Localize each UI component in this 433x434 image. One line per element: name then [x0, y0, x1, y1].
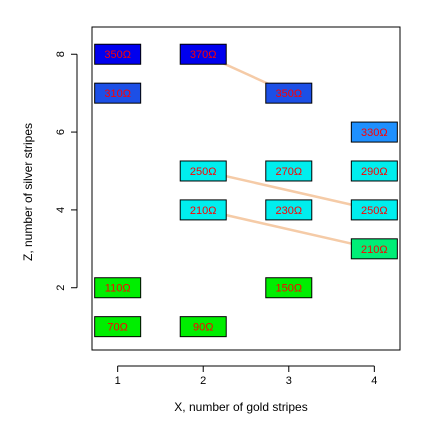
- data-cell: 290Ω: [350, 160, 398, 182]
- data-cell: 350Ω: [94, 43, 142, 65]
- data-cell: 370Ω: [179, 43, 227, 65]
- cell-box: [350, 238, 398, 260]
- data-cell: 250Ω: [350, 199, 398, 221]
- cell-label: 250Ω: [361, 205, 388, 217]
- cell-label: 350Ω: [275, 88, 302, 100]
- cell-box: [94, 43, 142, 65]
- cell-label: 310Ω: [104, 88, 131, 100]
- data-cell: 90Ω: [179, 316, 227, 338]
- cell-label: 210Ω: [361, 244, 388, 256]
- cell-label: 90Ω: [193, 322, 213, 334]
- cell-label: 70Ω: [107, 322, 127, 334]
- cell-label: 370Ω: [190, 49, 217, 61]
- x-tick-label: 4: [371, 375, 377, 387]
- cell-label: 230Ω: [275, 205, 302, 217]
- connector-line: [202, 208, 375, 251]
- cell-box: [350, 121, 398, 143]
- cell-box: [94, 316, 142, 338]
- data-cell: 250Ω: [179, 160, 227, 182]
- cell-box: [179, 199, 227, 221]
- cell-box: [179, 160, 227, 182]
- x-tick-label: 3: [286, 375, 292, 387]
- plot-frame: [91, 26, 401, 351]
- data-cell: 230Ω: [265, 199, 313, 221]
- cell-label: 330Ω: [361, 127, 388, 139]
- x-tick-label: 1: [115, 375, 121, 387]
- y-axis: 2 4 6 8: [55, 51, 78, 291]
- cell-label: 210Ω: [190, 205, 217, 217]
- cell-box: [94, 277, 142, 299]
- cell-box: [350, 160, 398, 182]
- data-cell: 330Ω: [350, 121, 398, 143]
- cell-box: [179, 316, 227, 338]
- cell-label: 270Ω: [275, 166, 302, 178]
- data-cell: 310Ω: [94, 82, 142, 104]
- y-tick-label: 4: [55, 207, 67, 213]
- data-cell: 150Ω: [265, 277, 313, 299]
- cell-box: [265, 199, 313, 221]
- x-axis: 1 2 3 4: [115, 365, 377, 387]
- data-cell: 270Ω: [265, 160, 313, 182]
- cell-box: [179, 43, 227, 65]
- cell-box: [350, 199, 398, 221]
- data-cell: 210Ω: [350, 238, 398, 260]
- y-tick-label: 8: [55, 51, 67, 57]
- cell-label: 250Ω: [190, 166, 217, 178]
- data-cells: 70Ω 90Ω 110Ω 150Ω 210Ω 230Ω 250Ω 210Ω 250Ω 270Ω 29…: [94, 43, 398, 338]
- data-cell: 110Ω: [94, 277, 142, 299]
- cell-label: 150Ω: [275, 283, 302, 295]
- data-cell: 210Ω: [179, 199, 227, 221]
- y-axis-title: Z, number of silver stripes: [21, 123, 35, 261]
- cell-box: [265, 277, 313, 299]
- y-tick-label: 2: [55, 285, 67, 291]
- y-tick-label: 6: [55, 129, 67, 135]
- cell-label: 110Ω: [105, 283, 131, 295]
- cell-box: [94, 82, 142, 104]
- cell-box: [265, 82, 313, 104]
- cell-label: 350Ω: [104, 49, 131, 61]
- data-cell: 350Ω: [265, 82, 313, 104]
- x-axis-title: X, number of gold stripes: [174, 400, 307, 414]
- connector-line: [202, 169, 375, 212]
- cell-box: [265, 160, 313, 182]
- cell-label: 290Ω: [361, 166, 388, 178]
- x-tick-label: 2: [200, 375, 206, 387]
- data-cell: 70Ω: [94, 316, 142, 338]
